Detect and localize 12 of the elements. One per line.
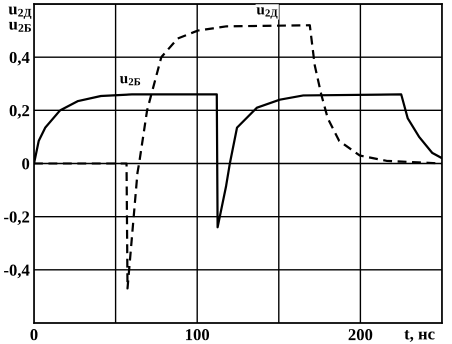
annotation: u$_{2Д}$ (256, 7, 278, 19)
x-tick-label: 200 (348, 329, 372, 340)
y-tick-label: -0,2 (4, 211, 30, 226)
y-axis-title: u$_{2Д}$ u$_{2Б}$ (8, 6, 32, 32)
x-axis-title: t, нс (404, 330, 435, 342)
x-tick-label: 100 (186, 329, 210, 340)
annotation: u$_{2Б}$ (120, 76, 140, 86)
y-tick-label: -0,4 (4, 264, 30, 278)
x-tick-label: 0 (30, 329, 38, 340)
y-tick-label: 0 (22, 158, 30, 170)
y-tick-label: 0,2 (10, 105, 30, 119)
y-tick-label: 0,4 (10, 52, 30, 66)
